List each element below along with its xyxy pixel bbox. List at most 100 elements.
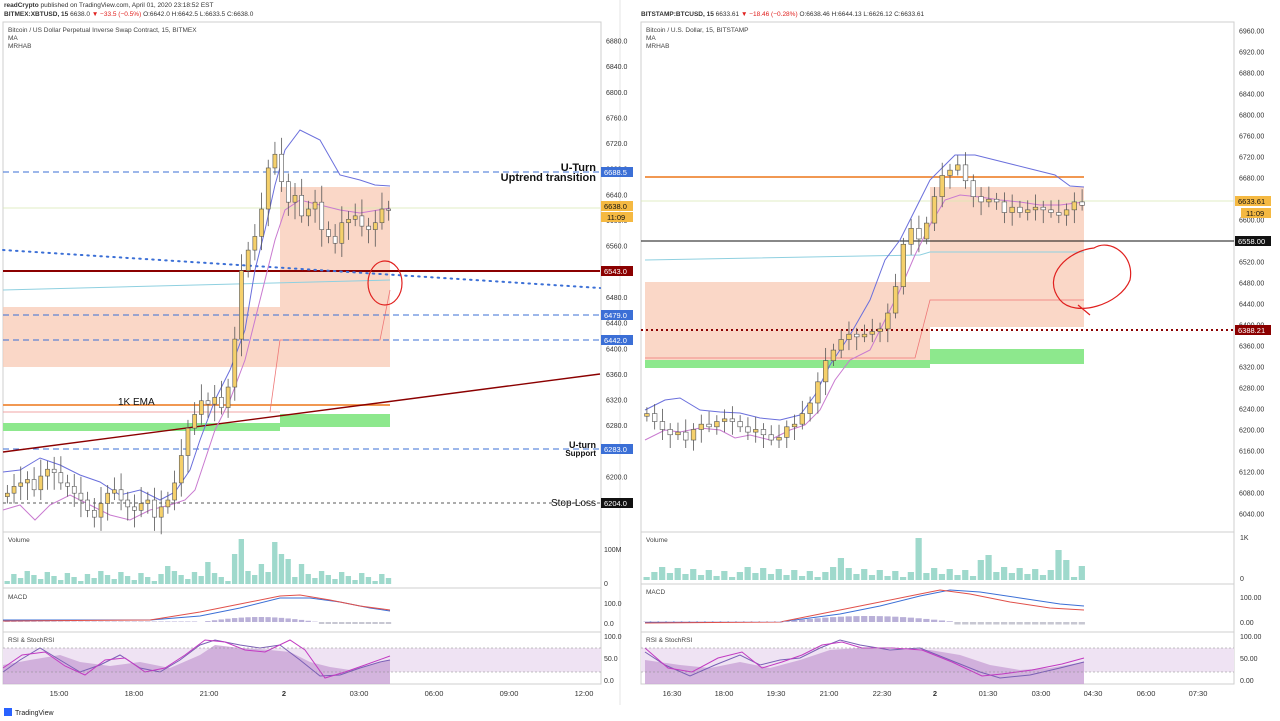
left-1k-ema-line[interactable] bbox=[2, 373, 601, 453]
tradingview-logo[interactable]: TradingView bbox=[4, 708, 54, 717]
left-rsi-scale-zero: 0.0 bbox=[604, 678, 614, 685]
right-candle bbox=[830, 349, 837, 361]
left-ticker[interactable]: BITMEX:XBTUSD, 15 bbox=[4, 11, 69, 18]
left-volume-bar bbox=[138, 573, 144, 584]
left-macd-bar bbox=[31, 621, 37, 622]
right-macd-bar bbox=[1063, 622, 1070, 625]
right-candle bbox=[683, 431, 689, 441]
left-macd-bar bbox=[365, 622, 372, 624]
right-macd-label: MACD bbox=[646, 589, 665, 596]
left-price-tick: 6400.0 bbox=[606, 346, 628, 353]
right-volume-bar bbox=[682, 574, 689, 580]
publish-text: published on TradingView.com, April 01, … bbox=[38, 2, 214, 9]
left-time-axis[interactable]: 15:00 18:00 21:00 2 03:00 06:00 09:00 12:00 bbox=[50, 689, 594, 698]
right-price-tick: 6720.00 bbox=[1239, 155, 1264, 162]
left-volume-bar bbox=[98, 571, 104, 584]
right-time-tick: 06:00 bbox=[1137, 689, 1156, 698]
left-candle bbox=[326, 229, 331, 237]
right-candle bbox=[675, 431, 681, 436]
right-candle bbox=[1079, 201, 1085, 206]
left-candle bbox=[11, 486, 17, 494]
left-volume-bar bbox=[4, 581, 10, 584]
left-macd-bar bbox=[332, 622, 338, 624]
right-candle bbox=[667, 429, 673, 436]
right-price-axis[interactable]: 6960.00 6920.00 6880.00 6840.00 6800.00 6760.… bbox=[1239, 29, 1264, 519]
right-candle bbox=[784, 426, 790, 438]
right-macd-scale-zero: 0.00 bbox=[1240, 620, 1254, 627]
left-time-tick: 21:00 bbox=[200, 689, 219, 698]
right-candle bbox=[955, 164, 961, 171]
right-price-tick: 6480.00 bbox=[1239, 281, 1264, 288]
right-price-tick: 6080.00 bbox=[1239, 491, 1264, 498]
right-macd-scale-top: 100.00 bbox=[1240, 595, 1262, 602]
left-candle bbox=[319, 201, 325, 230]
right-band-lower bbox=[645, 282, 930, 362]
right-macd-bar bbox=[690, 621, 697, 622]
right-price-tick: 6120.00 bbox=[1239, 470, 1264, 477]
left-macd-bar bbox=[305, 620, 311, 622]
left-volume-scale-top: 100M bbox=[604, 547, 622, 554]
left-macd-bar bbox=[225, 618, 231, 622]
right-volume-bar bbox=[931, 568, 938, 580]
left-volume-bar bbox=[158, 574, 164, 584]
right-macd-bar bbox=[907, 617, 914, 622]
right-volume-bar bbox=[830, 567, 837, 580]
left-price-tick: 6720.0 bbox=[606, 141, 628, 148]
right-time-axis[interactable]: 16:30 18:00 19:30 21:00 22:30 2 01:30 03:00 04:3… bbox=[663, 689, 1208, 698]
right-macd-bar bbox=[946, 621, 953, 622]
right-candles[interactable] bbox=[644, 152, 1085, 451]
left-time-tick: 06:00 bbox=[425, 689, 444, 698]
left-macd-bar bbox=[359, 622, 365, 624]
left-macd-bar bbox=[338, 622, 345, 624]
left-indicator-mrhab: MRHAB bbox=[8, 43, 31, 50]
right-ticker[interactable]: BITSTAMP:BTCUSD, 15 bbox=[641, 11, 714, 18]
right-candle bbox=[799, 413, 805, 425]
left-price-tick: 6280.0 bbox=[606, 423, 628, 430]
left-time-tick: 2 bbox=[282, 689, 286, 698]
left-tag-uturn-support: 6283.0 bbox=[604, 445, 627, 454]
left-rsi-plot bbox=[2, 639, 601, 684]
right-macd-bar bbox=[845, 616, 852, 622]
right-volume-bar bbox=[1055, 550, 1062, 580]
right-chart-title: Bitcoin / U.S. Dollar, 15, BITSTAMP bbox=[646, 27, 748, 34]
left-candles[interactable] bbox=[5, 137, 391, 535]
right-volume-bar bbox=[643, 577, 650, 580]
right-macd-bar bbox=[1055, 622, 1062, 625]
right-price-tick: 6600.00 bbox=[1239, 218, 1264, 225]
right-macd-bar bbox=[697, 621, 705, 622]
right-tags: 6633.61 11:09 6558.00 6388.21 bbox=[1235, 196, 1271, 335]
right-volume-bar bbox=[1024, 574, 1031, 580]
right-macd-bar bbox=[806, 618, 813, 622]
right-macd-bar bbox=[915, 618, 922, 622]
right-tag-last: 6633.61 bbox=[1238, 197, 1265, 206]
left-dotted-trendline[interactable] bbox=[2, 249, 601, 289]
left-candle bbox=[45, 468, 50, 477]
right-price-tick: 6040.00 bbox=[1239, 512, 1264, 519]
right-macd-bar bbox=[736, 621, 743, 622]
left-rsi-label: RSI & StochRSI bbox=[8, 637, 54, 644]
left-macd-bar bbox=[37, 621, 44, 622]
right-volume-bar bbox=[969, 576, 977, 580]
publish-user[interactable]: readCrypto bbox=[4, 2, 39, 9]
left-volume-bar bbox=[338, 572, 345, 584]
left-candle bbox=[332, 236, 338, 244]
right-time-tick: 07:30 bbox=[1189, 689, 1208, 698]
right-volume-bar bbox=[822, 572, 829, 580]
left-price-axis[interactable]: 6880.06840.06800.06760.06720.06680.06640… bbox=[606, 39, 628, 482]
right-macd-bar bbox=[682, 621, 689, 622]
right-volume-bar bbox=[1063, 560, 1070, 580]
left-candle bbox=[78, 492, 84, 501]
left-candle bbox=[372, 222, 378, 230]
left-chart-title: Bitcoin / US Dollar Perpetual Inverse Sw… bbox=[8, 27, 197, 34]
left-volume-bar bbox=[205, 562, 211, 584]
left-macd-bar bbox=[379, 622, 385, 624]
right-volume-scale-top: 1K bbox=[1240, 535, 1249, 542]
left-volume-bar bbox=[218, 577, 224, 584]
left-candle bbox=[346, 218, 351, 224]
annotation-support-title: U-turn bbox=[569, 440, 596, 450]
right-volume-bar bbox=[938, 574, 946, 580]
right-volume-bar bbox=[783, 575, 790, 580]
right-ma-blue bbox=[644, 154, 1085, 421]
left-volume-bar bbox=[258, 564, 265, 584]
